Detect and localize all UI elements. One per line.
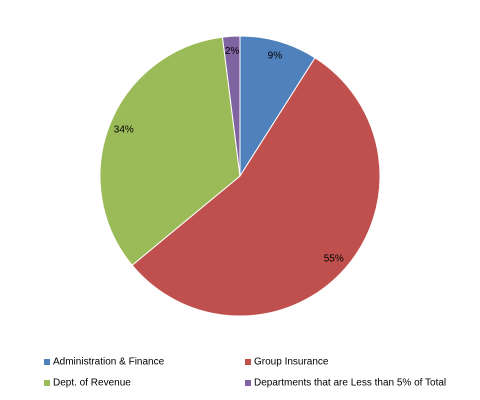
data-label: 2% — [225, 46, 240, 57]
legend-swatch — [245, 380, 251, 386]
pie-slice — [239, 35, 316, 178]
data-label: 34% — [114, 125, 134, 136]
data-label: 9% — [268, 51, 283, 62]
legend-label: Dept. of Revenue — [53, 378, 131, 389]
pie-slice — [221, 35, 241, 177]
pie-slice — [131, 57, 381, 317]
legend-label: Departments that are Less than 5% of Tot… — [254, 378, 446, 389]
legend-swatch — [245, 359, 251, 365]
legend-swatch — [44, 359, 50, 365]
pie-slice — [99, 36, 241, 266]
legend-label: Administration & Finance — [53, 357, 165, 368]
data-label: 55% — [324, 253, 344, 264]
legend-swatch — [44, 380, 50, 386]
legend-label: Group Insurance — [254, 357, 329, 368]
